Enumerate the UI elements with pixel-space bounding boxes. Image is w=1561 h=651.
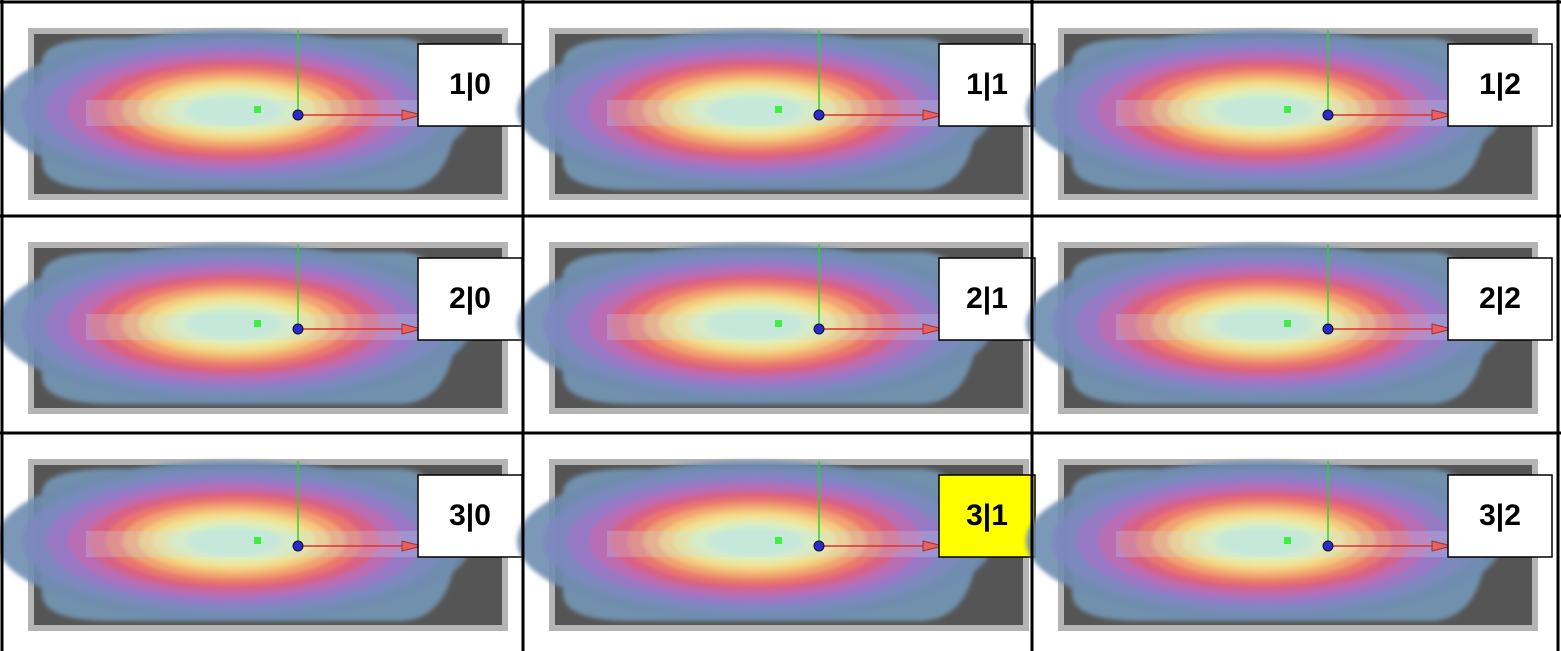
heatmap (517, 461, 993, 621)
cell-label-box (1447, 474, 1553, 558)
heatmap-ring (1216, 526, 1312, 556)
x-axis-arrow (401, 323, 423, 335)
heatmap-ring (186, 309, 282, 339)
x-axis-arrow (1431, 540, 1453, 552)
cell-label-box (1447, 43, 1553, 127)
heatmap-band (1116, 531, 1476, 557)
origin-dot (813, 109, 825, 121)
heatmap (1026, 461, 1502, 621)
center-marker (775, 320, 782, 327)
cell-label-box (417, 474, 523, 558)
origin-dot (1322, 540, 1334, 552)
x-axis-arrow (401, 540, 423, 552)
cell-label: 3|0 (449, 499, 491, 532)
center-marker (254, 320, 261, 327)
origin-dot (813, 323, 825, 335)
heatmap-ring (707, 95, 803, 125)
origin-dot (1322, 323, 1334, 335)
center-marker (775, 537, 782, 544)
center-marker (1284, 537, 1291, 544)
heatmap-band (86, 314, 446, 340)
cell-label-box (938, 474, 1036, 558)
cell-label: 1|2 (1479, 68, 1521, 101)
cell-label: 2|0 (449, 282, 491, 315)
center-marker (254, 106, 261, 113)
cell-label: 3|1 (966, 499, 1008, 532)
x-axis-arrow (922, 109, 944, 121)
heatmap-band (86, 531, 446, 557)
x-axis-arrow (401, 109, 423, 121)
cell-label: 2|2 (1479, 282, 1521, 315)
center-marker (775, 106, 782, 113)
heatmap-ring (186, 95, 282, 125)
x-axis-arrow (1431, 109, 1453, 121)
heatmap (1026, 30, 1502, 190)
center-marker (254, 537, 261, 544)
grid-cell: 3|0 (0, 459, 523, 631)
x-axis-arrow (922, 540, 944, 552)
grid-cell: 1|2 (1026, 28, 1553, 200)
center-marker (1284, 320, 1291, 327)
grid-cell: 2|2 (1026, 242, 1553, 414)
cell-label: 1|1 (966, 68, 1008, 101)
heatmap (1026, 244, 1502, 404)
heatmap-band (86, 100, 446, 126)
heatmap (0, 30, 472, 190)
grid-cell: 3|1 (517, 459, 1036, 631)
x-axis-arrow (1431, 323, 1453, 335)
heatmap (0, 461, 472, 621)
heatmap-band (1116, 100, 1476, 126)
heatmap-band (607, 100, 967, 126)
heatmap-ring (707, 526, 803, 556)
heatmap (0, 244, 472, 404)
grid-cell: 3|2 (1026, 459, 1553, 631)
heatmap-band (607, 531, 967, 557)
center-marker (1284, 106, 1291, 113)
cell-label-box (1447, 257, 1553, 341)
origin-dot (1322, 109, 1334, 121)
grid-cell: 1|1 (517, 28, 1036, 200)
grid-cell: 2|1 (517, 242, 1036, 414)
cell-label-box (417, 257, 523, 341)
origin-dot (292, 540, 304, 552)
grid-cell: 2|0 (0, 242, 523, 414)
origin-dot (292, 109, 304, 121)
heatmap-band (1116, 314, 1476, 340)
grid-cell: 1|0 (0, 28, 523, 200)
cell-label-box (938, 257, 1036, 341)
heatmap-band (607, 314, 967, 340)
heatmap-ring (186, 526, 282, 556)
cell-label: 3|2 (1479, 499, 1521, 532)
cell-label: 2|1 (966, 282, 1008, 315)
origin-dot (292, 323, 304, 335)
cell-label: 1|0 (449, 68, 491, 101)
heatmap (517, 30, 993, 190)
heatmap (517, 244, 993, 404)
heatmap-ring (707, 309, 803, 339)
origin-dot (813, 540, 825, 552)
cell-label-box (938, 43, 1036, 127)
heatmap-ring (1216, 309, 1312, 339)
heatmap-ring (1216, 95, 1312, 125)
x-axis-arrow (922, 323, 944, 335)
